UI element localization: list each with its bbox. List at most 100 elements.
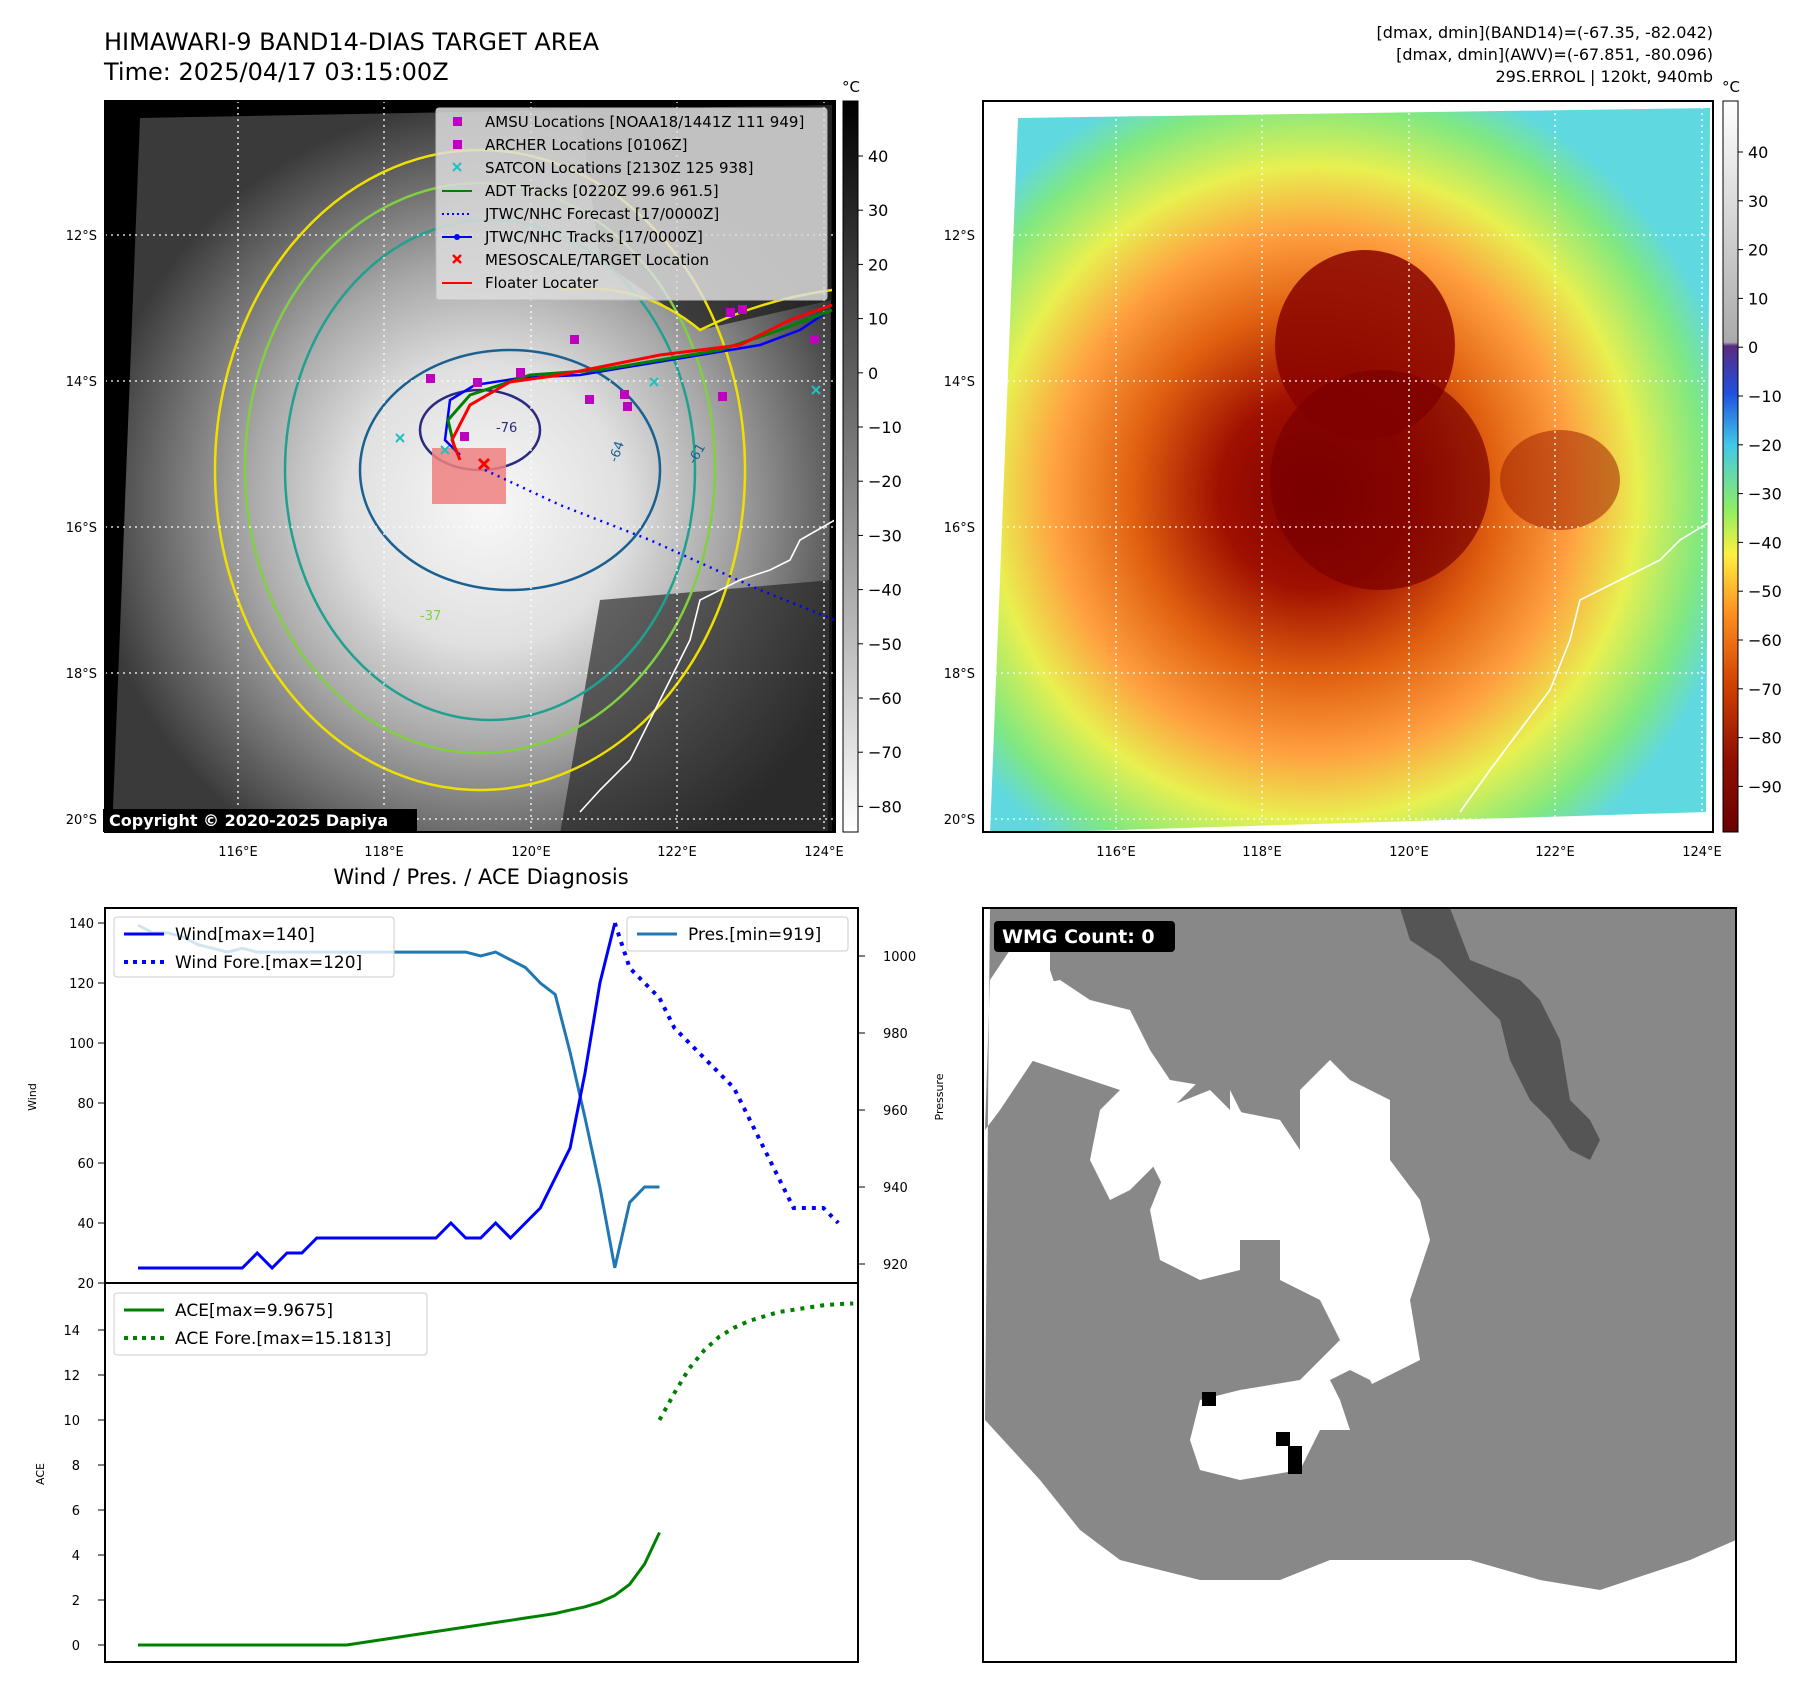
color-colorbar: °C 40 30 20 10 0 −10 −20 −30 −40 −50 −60 −70 −80 −90 [1722, 78, 1782, 833]
lat-tick-label: 18°S [66, 667, 97, 682]
colorbar-tick-label: 20 [1748, 241, 1768, 260]
info-line-3: 29S.ERROL | 120kt, 940mb [1495, 67, 1713, 86]
wmg-count-label: WMG Count: 0 [1002, 926, 1155, 948]
legend-label: ACE[max=9.9675] [175, 1301, 333, 1321]
colorbar-tick-label: −10 [868, 418, 902, 437]
legend-item-amsu: AMSU Locations [NOAA18/1441Z 111 949] [453, 113, 804, 131]
legend-item-mesoscale: MESOSCALE/TARGET Location [452, 251, 709, 269]
colorbar-tick-label: −20 [868, 472, 902, 491]
legend-label: JTWC/NHC Tracks [17/0000Z] [484, 228, 703, 246]
ace-tick-label: 14 [63, 1324, 80, 1339]
colorbar-tick-label: −40 [868, 581, 902, 600]
legend-label: SATCON Locations [2130Z 125 938] [485, 159, 753, 177]
ir-gray-map: -76 -64 -61 -37 [103, 100, 836, 833]
colorbar-tick-label: 10 [1748, 289, 1768, 308]
colorbar-tick-label: −80 [868, 797, 902, 816]
pressure-axis-label: Pressure [933, 1073, 946, 1120]
colorbar-tick-label: −30 [868, 526, 902, 545]
ace-forecast-series-line [657, 1301, 854, 1421]
ace-tick-label: 10 [63, 1414, 80, 1429]
lat-tick-label: 16°S [66, 521, 97, 536]
pressure-legend: Pres.[min=919] [626, 916, 849, 952]
colorbar-tick-label: 0 [1748, 338, 1758, 357]
colorbar-unit: °C [1722, 78, 1740, 96]
wind-tick-label: 140 [69, 917, 94, 932]
wmg-count-badge [994, 921, 1175, 952]
legend-label: ACE Fore.[max=15.1813] [175, 1329, 391, 1349]
info-line-2: [dmax, dmin](AWV)=(-67.851, -80.096) [1396, 45, 1713, 64]
legend-item-adt: ADT Tracks [0220Z 99.6 961.5] [442, 182, 719, 200]
lon-tick-label: 124°E [804, 845, 844, 860]
contour-label: -76 [496, 421, 517, 436]
wind-tick-label: 40 [77, 1217, 94, 1232]
info-line-1: [dmax, dmin](BAND14)=(-67.35, -82.042) [1377, 23, 1713, 42]
x-marker-icon [452, 162, 462, 172]
lon-tick-label: 116°E [218, 845, 258, 860]
ace-series-line [138, 1531, 661, 1647]
ace-axis-label: ACE [34, 1463, 47, 1485]
lon-tick-label: 118°E [364, 845, 404, 860]
wind-tick-label: 60 [77, 1157, 94, 1172]
legend-label: Floater Locater [485, 274, 599, 292]
lat-tick-label: 16°S [944, 521, 975, 536]
gray-colorbar: °C 40 30 20 10 0 −10 −20 −30 −40 −50 −60 −70 −80 [842, 78, 902, 833]
colorbar-tick-label: −70 [868, 743, 902, 762]
colorbar-tick-label: −50 [1748, 582, 1782, 601]
lon-tick-label: 120°E [1389, 845, 1429, 860]
lat-tick-label: 20°S [944, 813, 975, 828]
lon-tick-label: 120°E [511, 845, 551, 860]
ace-tick-label: 8 [72, 1459, 80, 1474]
colorbar-unit: °C [842, 78, 860, 96]
square-marker-icon [453, 140, 462, 149]
legend-label: ADT Tracks [0220Z 99.6 961.5] [485, 182, 719, 200]
lon-tick-label: 122°E [657, 845, 697, 860]
lat-tick-label: 18°S [944, 667, 975, 682]
colorbar-tick-label: 40 [868, 147, 888, 166]
colorbar-tick-label: 20 [868, 255, 888, 274]
wmg-panel: WMG Count: 0 [982, 907, 1737, 1663]
pressure-tick-label: 960 [883, 1104, 908, 1119]
contour-label: -64 [607, 439, 628, 464]
lat-tick-label: 14°S [66, 375, 97, 390]
ace-tick-label: 2 [72, 1594, 80, 1609]
lon-tick-label: 116°E [1096, 845, 1136, 860]
lon-tick-label: 122°E [1535, 845, 1575, 860]
colorbar-tick-label: −70 [1748, 680, 1782, 699]
ace-tick-label: 6 [72, 1504, 80, 1519]
wmg-black-cell [1276, 1432, 1290, 1446]
pressure-tick-label: 980 [883, 1027, 908, 1042]
wmg-black-cell [1202, 1392, 1216, 1406]
contour-label: -37 [420, 609, 441, 624]
amsu-markers [426, 305, 819, 441]
wmg-white-region [1010, 980, 1150, 1090]
ace-tick-label: 12 [63, 1369, 80, 1384]
lon-tick-label: 118°E [1242, 845, 1282, 860]
colorbar-tick-label: 40 [1748, 143, 1768, 162]
ace-tick-label: 0 [72, 1639, 80, 1654]
wind-tick-label: 120 [69, 977, 94, 992]
colorbar-tick-label: −10 [1748, 387, 1782, 406]
lat-tick-label: 12°S [944, 229, 975, 244]
wmg-black-cell [1288, 1446, 1302, 1474]
diag-title: Wind / Pres. / ACE Diagnosis [333, 865, 628, 889]
wind-tick-label: 100 [69, 1037, 94, 1052]
legend-label: MESOSCALE/TARGET Location [485, 251, 709, 269]
wind-series-line [138, 922, 617, 1271]
legend-item-archer: ARCHER Locations [0106Z] [453, 136, 688, 154]
map-time: Time: 2025/04/17 03:15:00Z [103, 58, 449, 86]
pressure-tick-label: 920 [883, 1258, 908, 1273]
ace-legend: ACE[max=9.9675] ACE Fore.[max=15.1813] [113, 1292, 428, 1356]
legend-item-satcon: SATCON Locations [2130Z 125 938] [452, 159, 753, 177]
ir-color-map [982, 100, 1714, 833]
map-legend: AMSU Locations [NOAA18/1441Z 111 949] AR… [435, 107, 828, 301]
colorbar-tick-label: −20 [1748, 436, 1782, 455]
mesoscale-box [432, 448, 506, 504]
floater-track [450, 303, 833, 461]
pressure-tick-label: 1000 [883, 950, 916, 965]
wind-axis-label: Wind [26, 1083, 39, 1111]
square-marker-icon [453, 117, 462, 126]
legend-label: Wind Fore.[max=120] [175, 953, 362, 973]
wmg-dark-region [1400, 908, 1600, 1160]
map-title: HIMAWARI-9 BAND14-DIAS TARGET AREA [104, 28, 600, 56]
